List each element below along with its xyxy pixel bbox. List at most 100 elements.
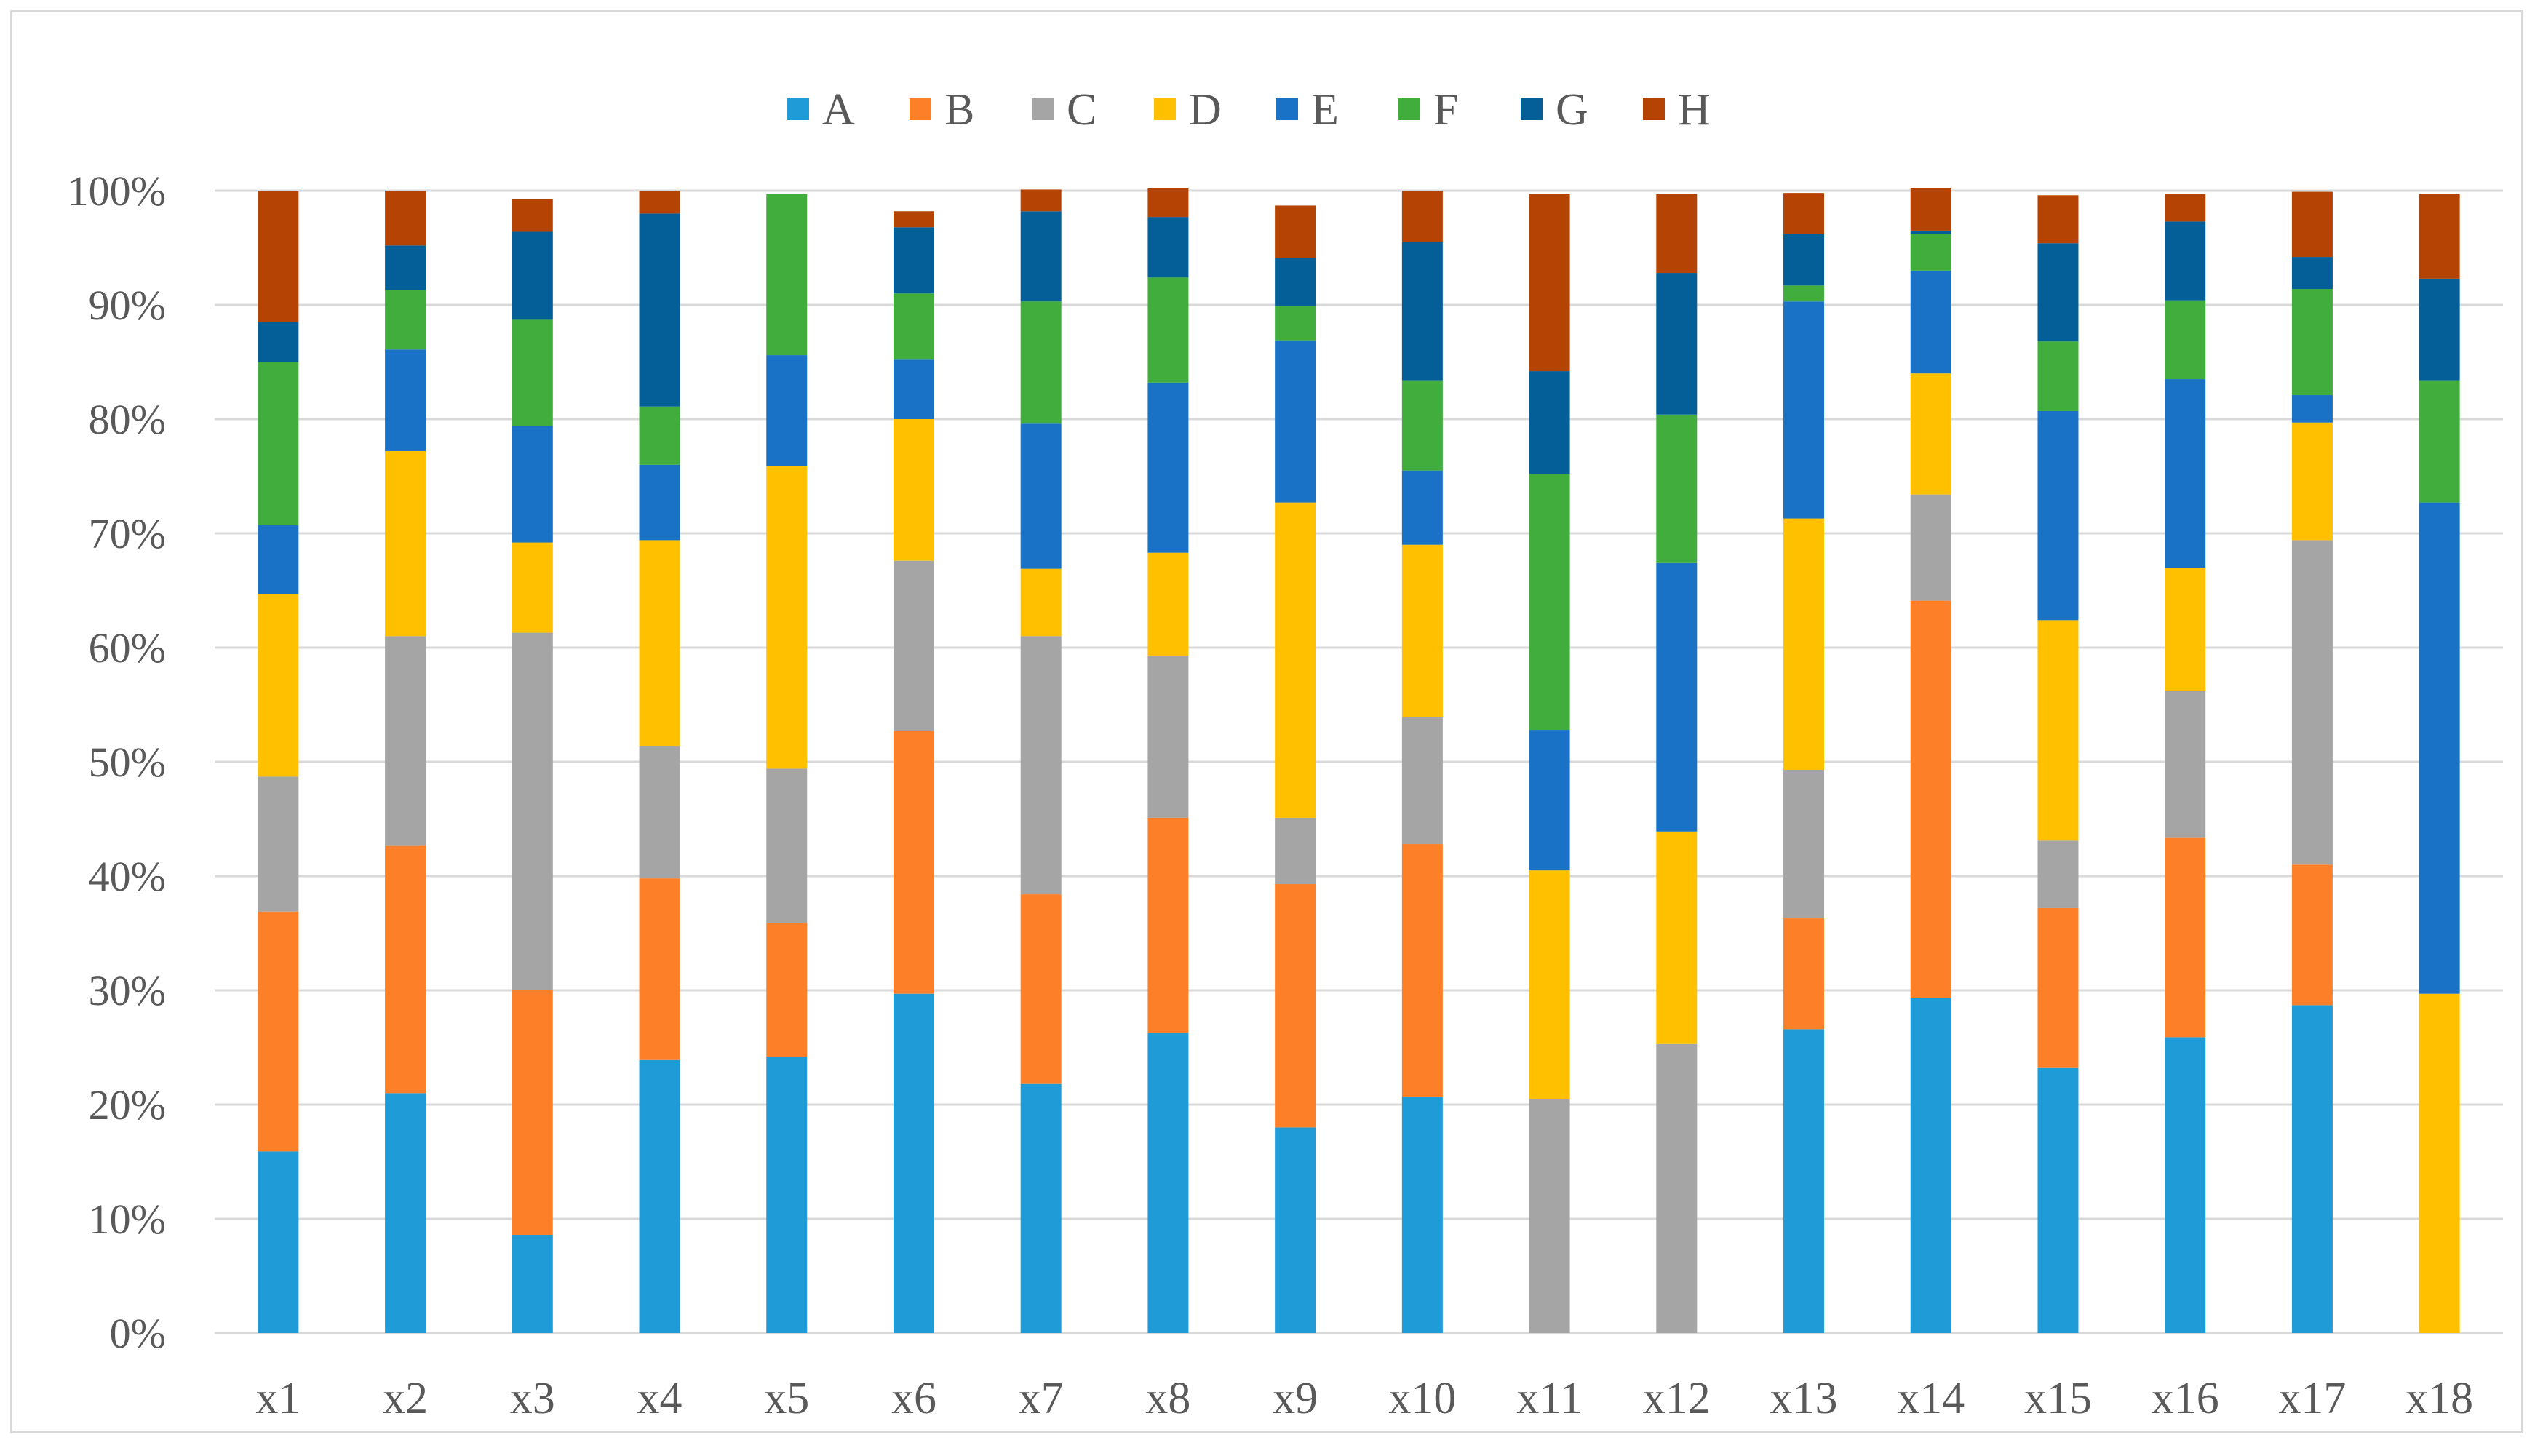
- y-tick-label: 70%: [89, 510, 166, 557]
- legend: A B C D E F G H: [787, 85, 1711, 135]
- bar-segment-F-x8: [1147, 277, 1189, 383]
- chart-frame: [10, 10, 2523, 1433]
- bar-segment-H-x15: [2037, 195, 2079, 244]
- bar-segment-H-x18: [2419, 194, 2460, 279]
- x-tick-label-x15: x15: [2024, 1374, 2092, 1423]
- bar-segment-B-x8: [1147, 817, 1189, 1033]
- bar-segment-F-x16: [2165, 300, 2206, 380]
- bar-segment-A-x3: [512, 1234, 553, 1333]
- bar-segment-A-x1: [258, 1151, 299, 1333]
- bar-segment-B-x6: [893, 731, 934, 994]
- y-tick-label: 0%: [110, 1310, 166, 1357]
- legend-label-B: B: [944, 85, 974, 135]
- legend-label-A: A: [822, 85, 855, 135]
- x-tick-label-x12: x12: [1643, 1374, 1711, 1423]
- bar-segment-F-x7: [1020, 301, 1062, 424]
- bar-segment-H-x1: [258, 191, 299, 322]
- bar-segment-B-x13: [1783, 918, 1825, 1030]
- bar-segment-D-x11: [1529, 870, 1570, 1099]
- bar-segment-F-x9: [1275, 306, 1316, 341]
- legend-label-C: C: [1067, 85, 1097, 135]
- bar-segment-F-x11: [1529, 474, 1570, 731]
- bar-segment-H-x9: [1275, 205, 1316, 258]
- bar-segment-B-x3: [512, 990, 553, 1235]
- x-tick-label-x4: x4: [637, 1374, 682, 1423]
- bar-segment-F-x17: [2291, 289, 2333, 396]
- legend-swatch-H: [1643, 98, 1665, 120]
- bar-segment-D-x18: [2419, 993, 2460, 1333]
- bar-segment-C-x5: [766, 768, 808, 923]
- bar-segment-H-x12: [1656, 194, 1698, 274]
- bar-segment-A-x15: [2037, 1067, 2079, 1333]
- bar-segment-A-x13: [1783, 1029, 1825, 1333]
- x-axis-tick-labels: x1 x2 x3 x4 x5 x6 x7 x8 x9 x10 x11 x12 x13 x14 x15 x16 x…: [255, 1374, 2473, 1423]
- bar-segment-G-x14: [1910, 230, 1951, 234]
- legend-label-F: F: [1433, 85, 1458, 135]
- bar-segment-D-x13: [1783, 518, 1825, 770]
- x-tick-label-x2: x2: [383, 1374, 428, 1423]
- y-tick-label: 50%: [89, 739, 166, 786]
- bar-segment-A-x6: [893, 993, 934, 1333]
- bar-segment-A-x9: [1275, 1127, 1316, 1333]
- bar-segment-E-x1: [258, 525, 299, 594]
- bar-segment-G-x9: [1275, 258, 1316, 306]
- bar-segment-C-x17: [2291, 540, 2333, 865]
- bar-segment-B-x15: [2037, 907, 2079, 1068]
- bar-segment-E-x13: [1783, 301, 1825, 519]
- bar-segment-G-x1: [258, 322, 299, 362]
- bar-segment-A-x16: [2165, 1037, 2206, 1333]
- bar-segment-D-x12: [1656, 831, 1698, 1044]
- bar-segment-C-x1: [258, 776, 299, 912]
- bar-segment-C-x4: [639, 746, 680, 879]
- legend-label-E: E: [1311, 85, 1339, 135]
- bar-segment-A-x14: [1910, 998, 1951, 1333]
- x-tick-label-x11: x11: [1516, 1374, 1583, 1423]
- y-tick-label: 10%: [89, 1196, 166, 1243]
- bar-segment-F-x18: [2419, 380, 2460, 503]
- bar-segment-H-x13: [1783, 193, 1825, 234]
- legend-label-D: D: [1189, 85, 1222, 135]
- bar-segment-E-x4: [639, 464, 680, 541]
- x-tick-label-x3: x3: [510, 1374, 555, 1423]
- y-tick-label: 80%: [89, 396, 166, 443]
- bar-segment-D-x3: [512, 542, 553, 633]
- bar-segment-F-x3: [512, 319, 553, 426]
- bar-segment-G-x2: [385, 245, 426, 290]
- bar-segment-H-x14: [1910, 188, 1951, 231]
- bar-segment-A-x4: [639, 1059, 680, 1333]
- bar-segment-B-x17: [2291, 864, 2333, 1006]
- bar-segment-H-x17: [2291, 191, 2333, 258]
- x-tick-label-x17: x17: [2278, 1374, 2346, 1423]
- bar-segment-G-x18: [2419, 278, 2460, 381]
- bar-segment-G-x6: [893, 227, 934, 294]
- bar-segment-F-x1: [258, 362, 299, 526]
- gridlines: [215, 189, 2503, 1334]
- bar-segment-D-x7: [1020, 568, 1062, 637]
- bar-segment-E-x3: [512, 426, 553, 543]
- bar-segment-B-x14: [1910, 600, 1951, 998]
- bar-segment-E-x10: [1401, 470, 1443, 545]
- bars: [258, 188, 2460, 1333]
- x-tick-label-x14: x14: [1897, 1374, 1965, 1423]
- bar-segment-A-x5: [766, 1057, 808, 1333]
- bar-segment-E-x16: [2165, 379, 2206, 568]
- x-tick-label-x1: x1: [255, 1374, 301, 1423]
- bar-segment-E-x5: [766, 355, 808, 466]
- x-tick-label-x9: x9: [1273, 1374, 1318, 1423]
- bar-segment-C-x15: [2037, 840, 2079, 908]
- bar-segment-G-x10: [1401, 242, 1443, 381]
- bar-segment-B-x4: [639, 878, 680, 1060]
- legend-label-H: H: [1678, 85, 1711, 135]
- bar-segment-C-x6: [893, 560, 934, 731]
- bar-segment-E-x2: [385, 349, 426, 451]
- bar-segment-C-x11: [1529, 1099, 1570, 1333]
- bar-segment-G-x12: [1656, 273, 1698, 415]
- bar-segment-F-x6: [893, 293, 934, 360]
- bar-segment-H-x10: [1401, 191, 1443, 242]
- x-tick-label-x6: x6: [891, 1374, 936, 1423]
- y-tick-label: 60%: [89, 624, 166, 672]
- legend-label-G: G: [1556, 85, 1588, 135]
- bar-segment-E-x15: [2037, 411, 2079, 621]
- bar-segment-G-x8: [1147, 217, 1189, 278]
